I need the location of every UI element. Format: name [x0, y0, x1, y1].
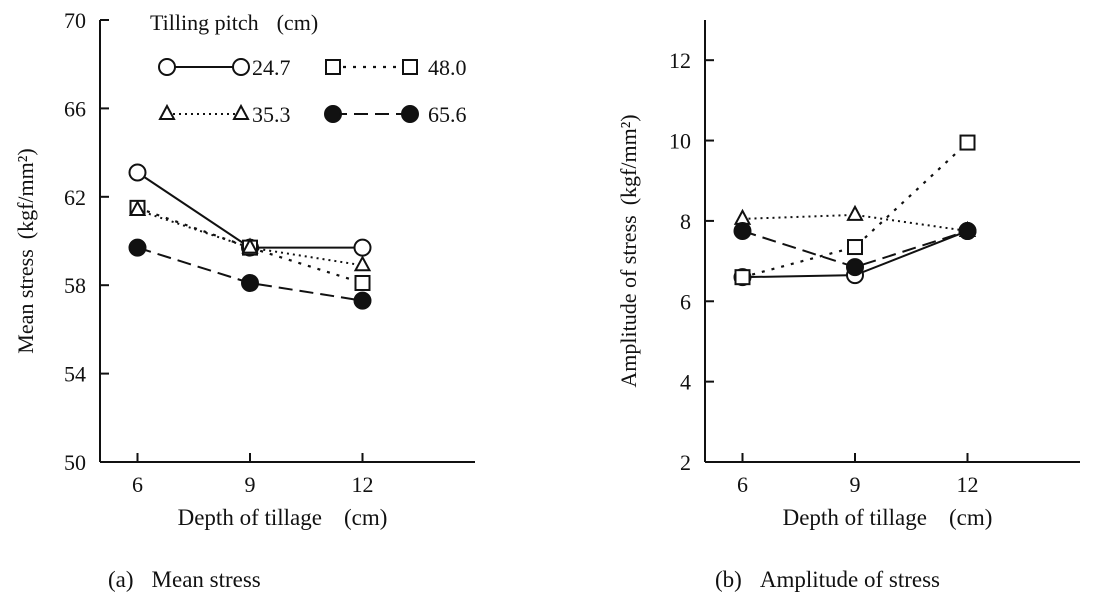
y-tick-label: 54	[64, 362, 86, 387]
legend-marker-48.0	[402, 59, 418, 75]
data-point-35.3	[353, 255, 372, 272]
legend-marker-24.7	[232, 58, 250, 76]
data-point-48.0	[354, 274, 371, 291]
data-point-65.6	[241, 273, 259, 292]
data-point-65.6	[958, 221, 977, 240]
data-point-48.0	[959, 134, 976, 151]
data-point-35.3	[128, 199, 147, 217]
x-tick-label: 6	[737, 472, 748, 497]
x-axis-label: Depth of tillage (cm)	[178, 505, 388, 530]
legend-label-65.6: 65.6	[428, 102, 467, 127]
legend-label-35.3: 35.3	[252, 102, 291, 127]
y-tick-label: 66	[64, 96, 86, 121]
x-tick-label: 12	[352, 472, 374, 497]
legend-marker-65.6	[401, 105, 419, 123]
legend-marker-24.7	[158, 58, 176, 76]
x-tick-label: 9	[245, 472, 256, 497]
legend-label-24.7: 24.7	[252, 55, 291, 80]
data-point-65.6	[353, 291, 372, 310]
legend-marker-48.0	[325, 59, 341, 75]
data-point-48.0	[847, 239, 863, 256]
legend-marker-35.3	[158, 103, 176, 120]
chart-mean-stress: 50 54 58 62 66 70 6 9 12 Mean stress(kgf/mm²) D…	[13, 8, 475, 592]
legend-label-48.0: 48.0	[428, 55, 467, 80]
y-tick-label: 2	[680, 450, 691, 475]
y-tick-label: 10	[669, 129, 691, 154]
data-point-65.6	[846, 258, 864, 277]
data-point-35.3	[733, 208, 752, 225]
x-ticks: 6 9 12	[132, 453, 374, 497]
y-ticks: 2 4 6 8 10 12	[669, 48, 714, 475]
y-tick-label: 58	[64, 273, 86, 298]
series-line-35.3	[742, 213, 968, 232]
data-point-65.6	[733, 221, 752, 240]
data-point-35.3	[846, 204, 864, 221]
data-point-35.3	[241, 237, 259, 254]
panel-caption: (a) Mean stress	[108, 567, 261, 592]
legend-marker-35.3	[232, 103, 250, 120]
y-axis-label: Amplitude of stress(kgf/mm²)	[616, 114, 641, 387]
y-tick-label: 12	[669, 48, 691, 73]
data-point-24.7	[128, 163, 147, 182]
data-point-24.7	[353, 238, 372, 257]
data-points	[128, 163, 372, 310]
y-tick-label: 70	[64, 8, 86, 33]
legend-title: Tilling pitch (cm)	[150, 10, 318, 35]
y-tick-label: 4	[680, 370, 691, 395]
y-ticks: 50 54 58 62 66 70	[64, 8, 109, 475]
data-point-48.0	[734, 269, 751, 286]
legend-marker-65.6	[324, 105, 342, 123]
x-tick-label: 6	[132, 472, 143, 497]
panel-caption: (b) Amplitude of stress	[715, 567, 940, 592]
x-axis-label: Depth of tillage (cm)	[783, 505, 993, 530]
data-point-65.6	[128, 238, 147, 257]
y-axis-label: Mean stress(kgf/mm²)	[13, 148, 38, 353]
x-ticks: 6 9 12	[737, 453, 979, 497]
x-tick-label: 9	[850, 472, 861, 497]
series-line-24.7	[136, 171, 363, 249]
y-tick-label: 8	[680, 209, 691, 234]
chart-amplitude-of-stress: 2 4 6 8 10 12 6 9 12 Amplitude of stress(kgf/mm…	[616, 20, 1080, 592]
legend: Tilling pitch (cm) 24.7 48.0 35.3 65.6	[150, 10, 467, 127]
x-tick-label: 12	[957, 472, 979, 497]
y-tick-label: 6	[680, 289, 691, 314]
y-tick-label: 50	[64, 450, 86, 475]
y-tick-label: 62	[64, 185, 86, 210]
data-points	[733, 134, 977, 287]
